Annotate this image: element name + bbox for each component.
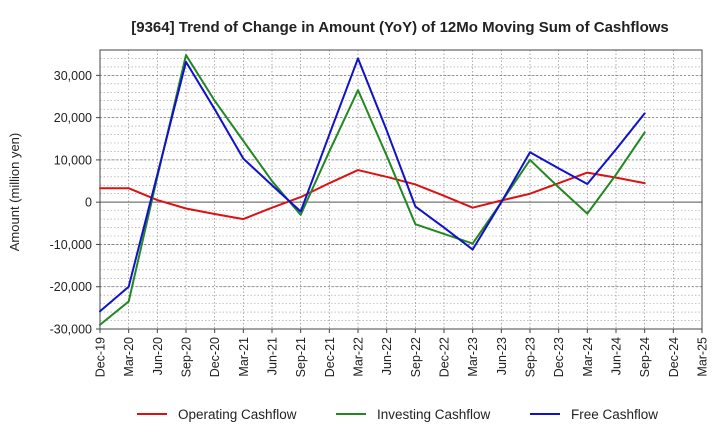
- x-tick-label: Dec-20: [208, 337, 222, 377]
- x-tick-label: Mar-23: [466, 337, 480, 377]
- x-tick-label: Jun-24: [610, 337, 624, 375]
- x-tick-label: Dec-22: [438, 337, 452, 377]
- series-line-operating-cashflow: [99, 169, 646, 221]
- y-tick-label: -30,000: [50, 323, 92, 337]
- x-tick-label: Dec-19: [94, 337, 108, 377]
- legend: Operating Cashflow Investing Cashflow Free…: [137, 407, 658, 422]
- y-tick-label: 30,000: [54, 69, 92, 83]
- x-tick-label: Dec-23: [552, 337, 566, 377]
- y-tick-label: -10,000: [50, 238, 92, 252]
- plot-frame: [99, 49, 703, 330]
- series-line-free-cashflow: [99, 57, 646, 313]
- x-tick-label: Mar-24: [581, 337, 595, 377]
- y-tick-label: 0: [85, 196, 92, 210]
- x-tick-label: Sep-21: [294, 337, 308, 377]
- x-tick-label: Mar-20: [122, 337, 136, 377]
- x-tick-label: Sep-22: [409, 337, 423, 377]
- x-tick-label: Jun-23: [495, 337, 509, 375]
- x-tick-label: Dec-24: [667, 337, 681, 377]
- x-tick-label: Jun-22: [380, 337, 394, 375]
- x-tick-label: Jun-20: [151, 337, 165, 375]
- x-tick-label: Mar-22: [352, 337, 366, 377]
- y-tick-label: -20,000: [50, 280, 92, 294]
- x-tick-label: Sep-23: [524, 337, 538, 377]
- x-tick-label: Sep-20: [180, 337, 194, 377]
- x-tick-label: Sep-24: [638, 337, 652, 377]
- legend-label-operating-cashflow: Operating Cashflow: [178, 407, 297, 422]
- y-axis-label: Amount (million yen): [7, 133, 22, 252]
- chart-title: [9364] Trend of Change in Amount (YoY) o…: [131, 19, 669, 36]
- x-tick-label: Mar-21: [237, 337, 251, 377]
- x-tick-label: Dec-21: [323, 337, 337, 377]
- legend-label-investing-cashflow: Investing Cashflow: [377, 407, 491, 422]
- y-tick-label: 20,000: [54, 111, 92, 125]
- y-tick-label: 10,000: [54, 153, 92, 167]
- x-tick-label: Mar-25: [696, 337, 710, 377]
- series-line-investing-cashflow: [99, 54, 646, 326]
- plot-area: -30,000 -20,000 -10,000 0 10,000 20,000 30,000…: [50, 49, 710, 377]
- x-tick-label: Jun-21: [266, 337, 280, 375]
- legend-label-free-cashflow: Free Cashflow: [571, 407, 658, 422]
